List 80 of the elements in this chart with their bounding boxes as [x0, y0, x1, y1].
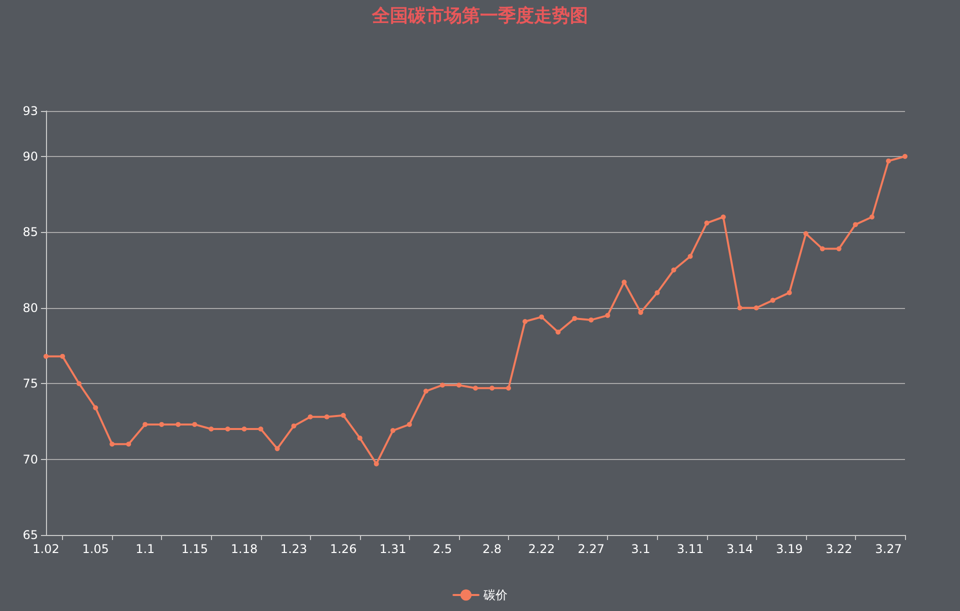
point: [308, 414, 313, 420]
x-tick-label: 2.22: [528, 542, 555, 556]
point: [357, 436, 362, 441]
point: [440, 382, 445, 388]
point: [324, 414, 330, 420]
point: [242, 426, 247, 432]
point: [390, 428, 396, 434]
point: [737, 305, 742, 310]
x-tick-label: 3.27: [875, 542, 902, 556]
x-tick-label: 3.14: [726, 542, 754, 556]
x-tick-label: 1.31: [380, 542, 406, 556]
point: [159, 422, 164, 427]
point: [704, 220, 710, 226]
point: [110, 442, 115, 447]
y-tick-label: 70: [22, 452, 38, 466]
point: [803, 231, 808, 236]
point: [638, 310, 644, 315]
point: [770, 298, 776, 303]
x-tick-label: 1.18: [230, 542, 258, 556]
point: [786, 290, 792, 296]
x-tick-label: 1.1: [136, 542, 155, 556]
point: [539, 314, 544, 320]
x-tick-label: 2.5: [432, 542, 452, 556]
point: [836, 246, 842, 252]
x-tick-label: 3.1: [631, 542, 650, 556]
y-tick-label: 90: [22, 149, 38, 164]
chart-title: 全国碳市场第一季度走势图: [371, 6, 588, 26]
x-tick-label: 1.02: [32, 542, 60, 556]
point: [506, 386, 512, 391]
point: [126, 442, 132, 447]
point: [340, 412, 346, 418]
point: [258, 426, 264, 432]
x-tick-label: 3.11: [676, 542, 704, 556]
y-tick-label: 85: [22, 225, 38, 240]
point: [622, 280, 627, 285]
point: [654, 290, 660, 296]
point: [208, 426, 214, 432]
point: [291, 423, 296, 428]
point: [93, 405, 98, 410]
point: [852, 222, 858, 228]
point: [44, 354, 48, 359]
point: [556, 330, 561, 335]
point: [671, 268, 676, 272]
point: [720, 214, 726, 220]
point: [406, 422, 412, 427]
point: [588, 317, 594, 322]
x-tick-label: 2.8: [482, 542, 502, 556]
x-tick-label: 1.26: [330, 542, 357, 556]
point: [688, 254, 693, 259]
x-tick-label: 2.27: [578, 542, 604, 556]
point: [274, 446, 280, 452]
y-tick-label: 65: [22, 528, 38, 542]
y-tick-label: 75: [22, 376, 38, 391]
point: [886, 158, 891, 164]
y-tick-label: 93: [22, 104, 38, 118]
point: [76, 381, 82, 386]
point: [192, 422, 198, 427]
point: [490, 386, 495, 391]
x-tick-label: 1.15: [181, 542, 208, 556]
point: [473, 386, 478, 391]
point: [522, 318, 528, 324]
x-tick-label: 1.23: [280, 542, 308, 556]
x-tick-label: 1.05: [82, 542, 109, 556]
y-tick-label: 80: [22, 300, 38, 315]
point: [902, 154, 908, 159]
point: [820, 246, 825, 252]
point: [456, 382, 462, 388]
point: [869, 214, 874, 220]
point: [374, 461, 379, 466]
point: [605, 312, 610, 318]
x-tick-label: 3.22: [826, 542, 852, 556]
x-tick-label: 3.19: [776, 542, 803, 556]
point: [60, 354, 66, 359]
point: [572, 316, 578, 321]
point: [142, 422, 148, 427]
point: [423, 388, 428, 394]
point: [176, 422, 181, 427]
point: [754, 305, 759, 310]
point: [225, 426, 230, 432]
legend-label: 碳价: [482, 588, 508, 602]
